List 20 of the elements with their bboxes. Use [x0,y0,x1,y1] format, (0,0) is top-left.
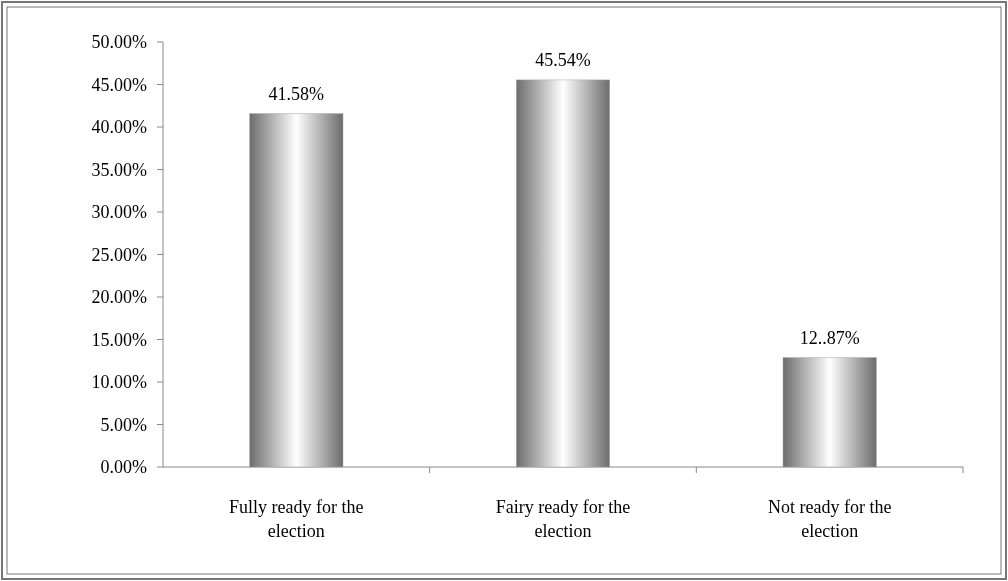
x-tick-label: Fairy ready for the election [495,497,631,541]
y-tick-label: 5.00% [100,414,147,435]
data-label: 12..87% [799,327,860,348]
y-tick-label: 0.00% [100,457,147,478]
y-tick-label: 40.00% [91,117,147,138]
bar [249,113,344,468]
y-tick-label: 30.00% [91,202,147,223]
data-label: 45.54% [535,49,591,70]
bar [516,79,610,468]
x-tick-label: Not ready for the election [767,497,892,541]
x-tick-label: Fully ready for the election [229,497,364,541]
y-tick-label: 15.00% [91,329,147,350]
y-tick-label: 35.00% [91,159,147,180]
data-label: 41.58% [268,83,325,104]
y-tick-label: 50.00% [91,32,147,53]
y-tick-label: 10.00% [91,372,147,393]
y-tick-label: 20.00% [91,287,147,308]
y-tick-label: 25.00% [91,244,147,265]
bar [782,357,877,468]
y-tick-label: 45.00% [91,74,147,95]
